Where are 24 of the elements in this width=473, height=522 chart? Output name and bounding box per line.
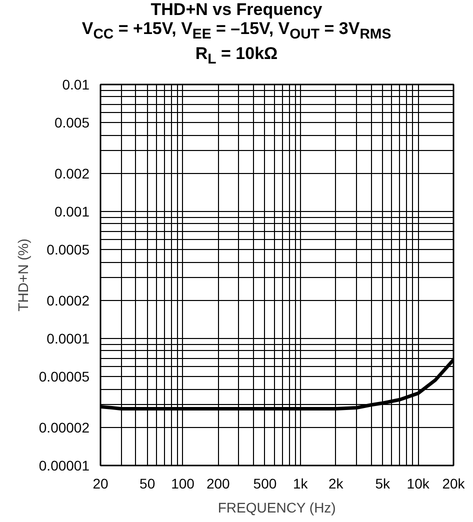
x-tick-label: 500 <box>253 476 277 492</box>
x-axis-title: FREQUENCY (Hz) <box>218 500 336 516</box>
y-tick-label: 0.01 <box>62 76 90 92</box>
y-tick-label: 0.00002 <box>38 419 90 436</box>
x-tick-label: 20k <box>442 476 466 492</box>
y-tick-label: 0.00005 <box>38 368 90 385</box>
x-tick-label: 100 <box>171 476 195 492</box>
chart-title: THD+N vs Frequency <box>150 0 322 19</box>
x-tick-label: 50 <box>140 476 156 492</box>
y-tick-label: 0.0005 <box>46 242 90 258</box>
text: V$_{CC}$ = +15V, V$_{EE}$ = –15V, V$_{OUT}$ = 3V$_{RMS}$ R$_{L}$ = 10kΩ <box>82 19 392 68</box>
y-tick-label: 0.001 <box>54 204 90 220</box>
y-tick-label: 0.002 <box>54 165 90 182</box>
y-tick-label: 0.005 <box>54 114 90 131</box>
y-tick-label: 0.0001 <box>46 330 90 346</box>
y-tick-label: 0.0002 <box>46 292 90 308</box>
x-tick-label: 5k <box>375 476 392 492</box>
x-tick-label: 20 <box>92 476 108 492</box>
x-tick-label: 200 <box>206 476 230 492</box>
y-axis-title: THD+N (%) <box>14 238 31 312</box>
x-tick-label: 2k <box>328 476 344 492</box>
x-tick-label: 1k <box>293 476 309 492</box>
y-tick-label: 0.00001 <box>38 458 90 474</box>
x-tick-label: 10k <box>406 476 430 492</box>
